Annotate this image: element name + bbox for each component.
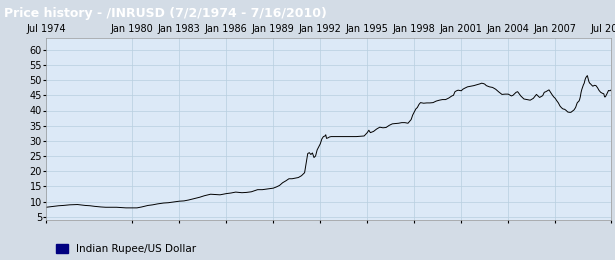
Text: Price history - /INRUSD (7/2/1974 - 7/16/2010): Price history - /INRUSD (7/2/1974 - 7/16… bbox=[4, 7, 327, 20]
Legend: Indian Rupee/US Dollar: Indian Rupee/US Dollar bbox=[51, 239, 200, 258]
